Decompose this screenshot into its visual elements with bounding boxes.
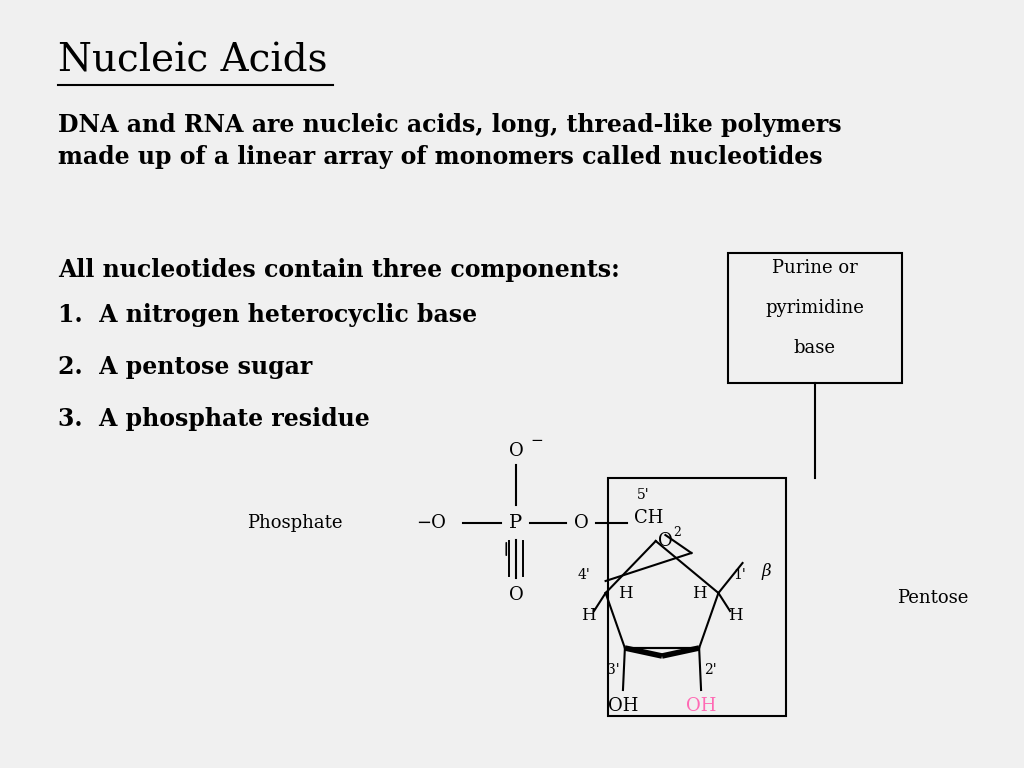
Text: H: H bbox=[581, 607, 596, 624]
Text: Phosphate: Phosphate bbox=[247, 514, 342, 532]
Text: 4': 4' bbox=[578, 568, 591, 582]
Text: Nucleic Acids: Nucleic Acids bbox=[58, 43, 328, 80]
Text: H: H bbox=[617, 584, 632, 601]
Text: OH: OH bbox=[686, 697, 716, 715]
Text: O: O bbox=[509, 586, 523, 604]
Text: β: β bbox=[762, 562, 771, 580]
Text: P: P bbox=[509, 514, 522, 532]
Text: Purine or: Purine or bbox=[772, 259, 858, 277]
Text: 3': 3' bbox=[607, 663, 620, 677]
Text: CH: CH bbox=[634, 509, 664, 527]
Text: 2.  A pentose sugar: 2. A pentose sugar bbox=[58, 355, 312, 379]
Text: OH: OH bbox=[608, 697, 638, 715]
Text: 2: 2 bbox=[673, 525, 681, 538]
Text: All nucleotides contain three components:: All nucleotides contain three components… bbox=[58, 258, 620, 282]
Text: O: O bbox=[658, 532, 673, 550]
Text: 5': 5' bbox=[637, 488, 649, 502]
Text: H: H bbox=[728, 607, 743, 624]
Text: O: O bbox=[509, 442, 523, 460]
Text: DNA and RNA are nucleic acids, long, thread-like polymers
made up of a linear ar: DNA and RNA are nucleic acids, long, thr… bbox=[58, 113, 842, 169]
Text: 3.  A phosphate residue: 3. A phosphate residue bbox=[58, 407, 370, 431]
Text: −: − bbox=[530, 434, 543, 448]
Text: base: base bbox=[794, 339, 836, 357]
Text: 1.  A nitrogen heterocyclic base: 1. A nitrogen heterocyclic base bbox=[58, 303, 477, 327]
Text: −O: −O bbox=[417, 514, 446, 532]
Text: 1': 1' bbox=[733, 568, 746, 582]
Text: O: O bbox=[574, 514, 589, 532]
Text: H: H bbox=[692, 584, 707, 601]
Text: 2': 2' bbox=[705, 663, 717, 677]
Text: pyrimidine: pyrimidine bbox=[765, 299, 864, 317]
Text: Pentose: Pentose bbox=[897, 589, 969, 607]
